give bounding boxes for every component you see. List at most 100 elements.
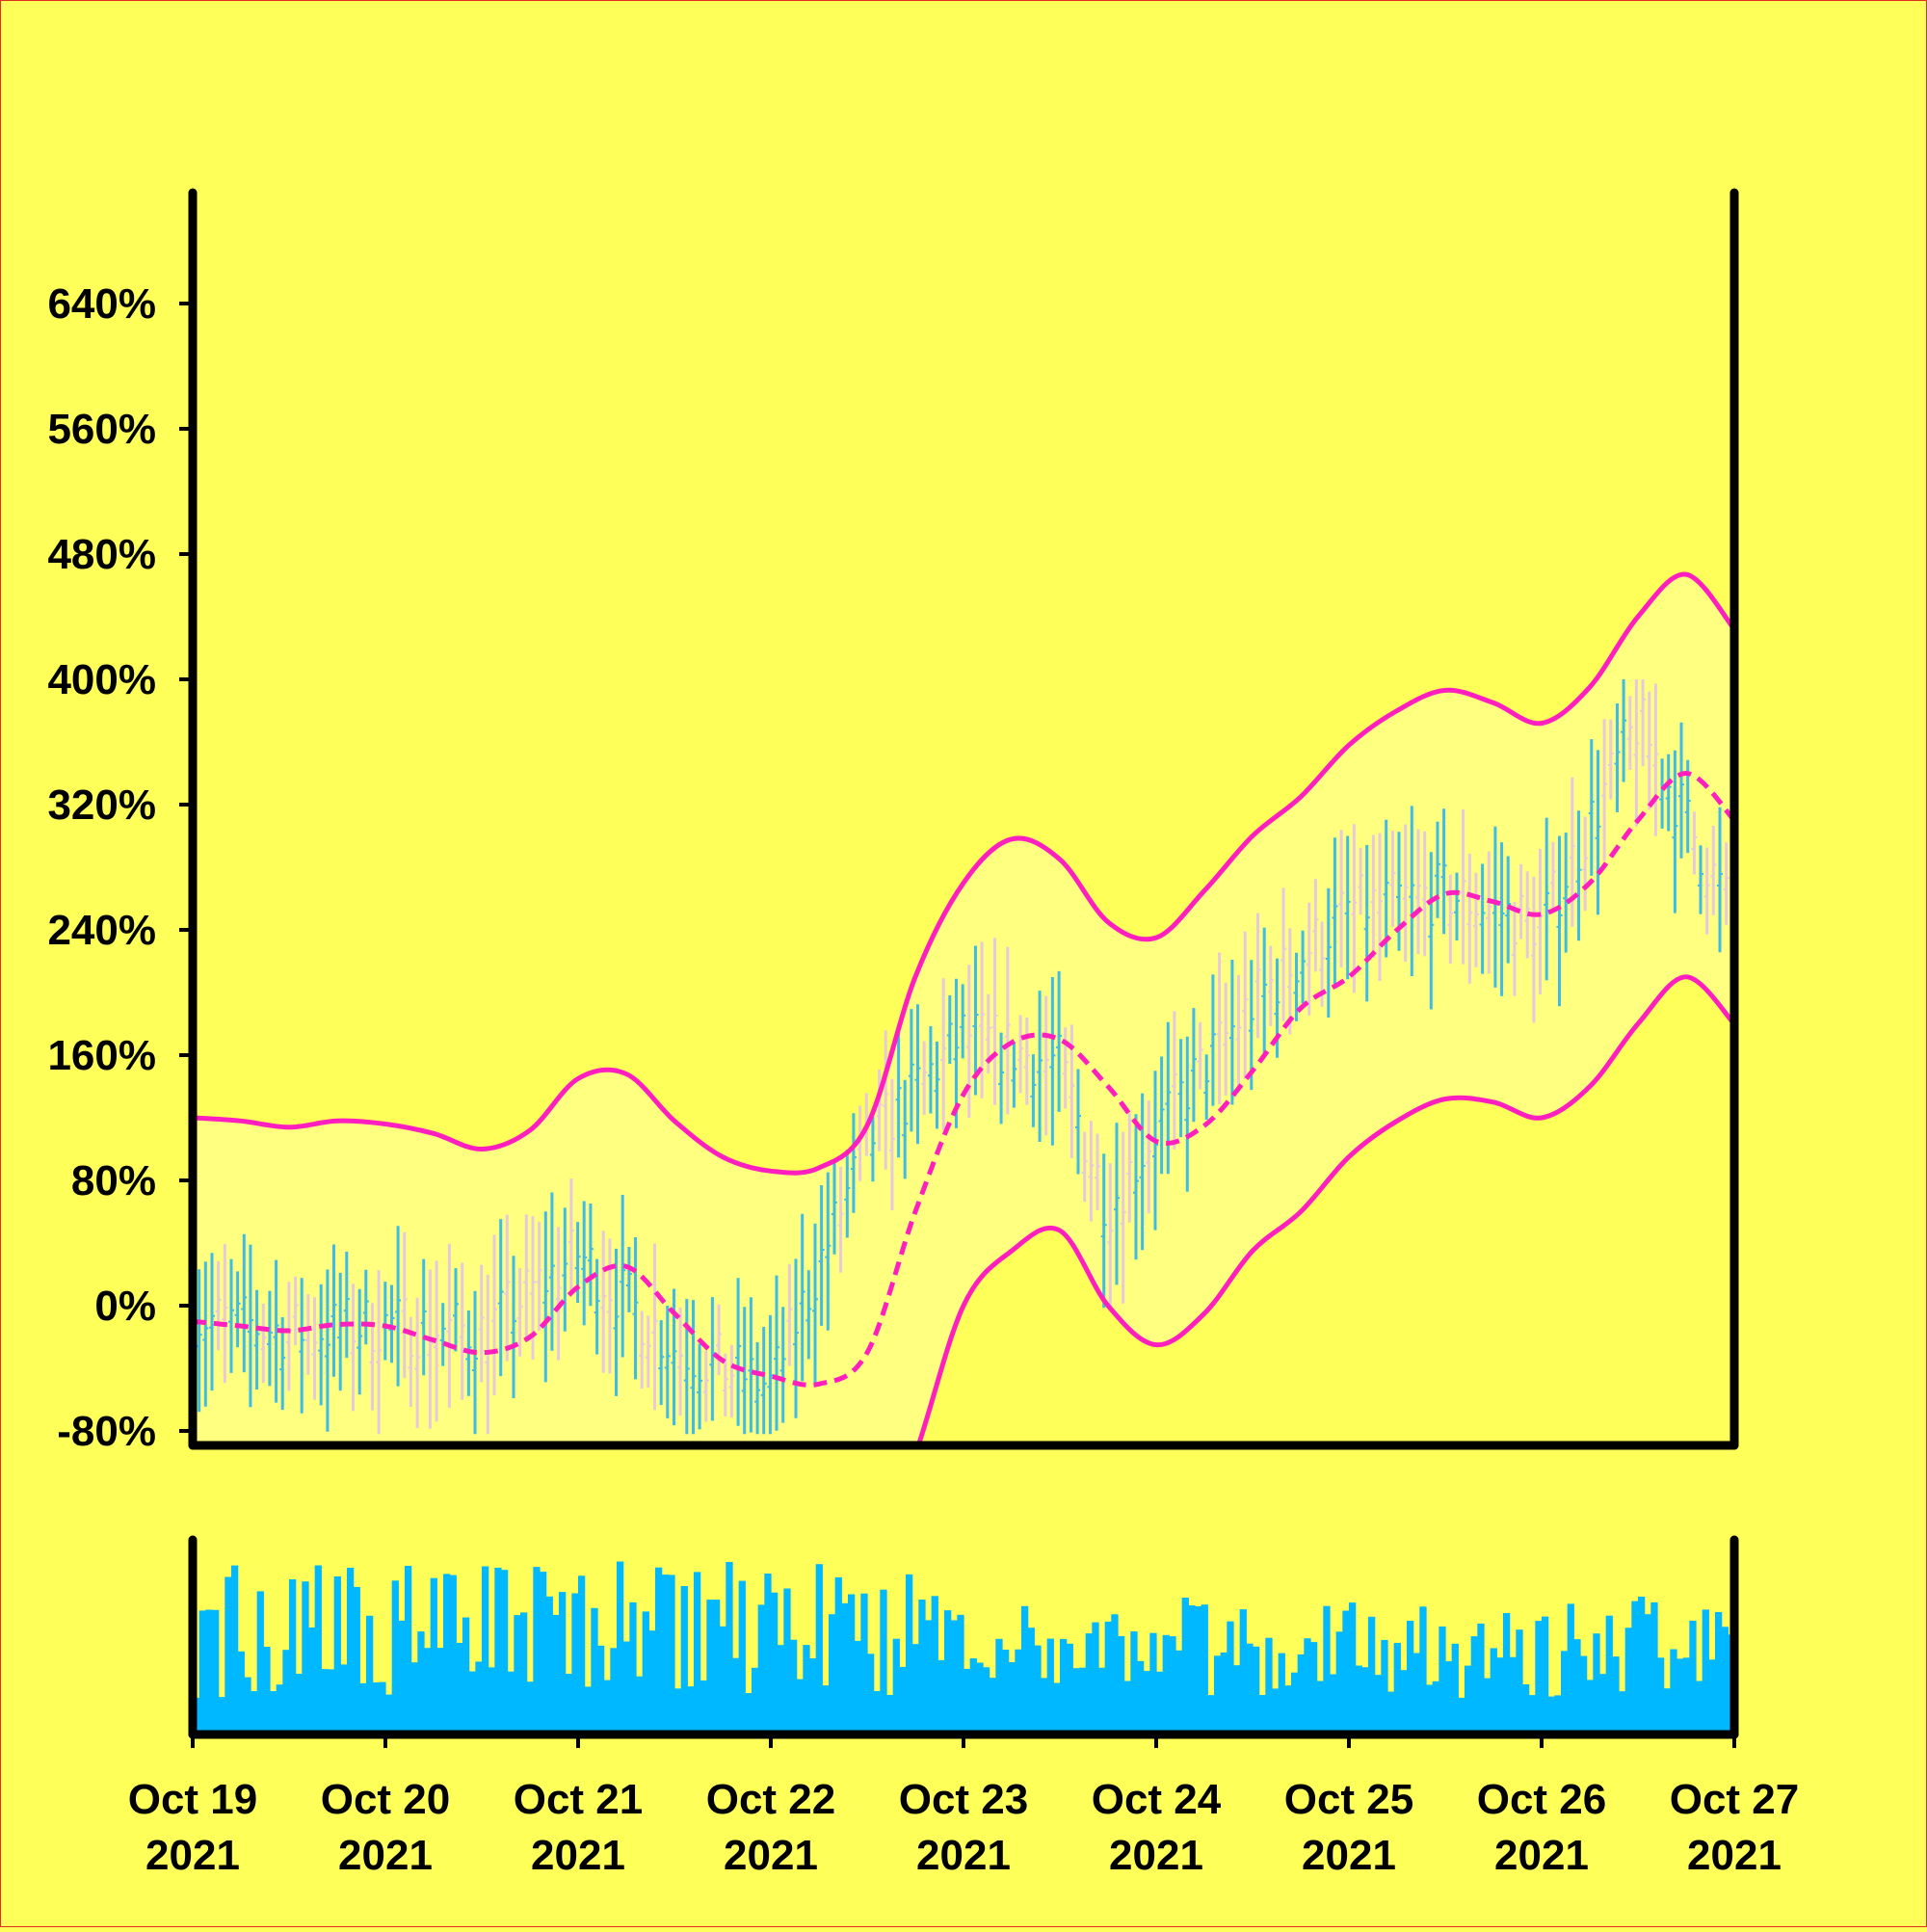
volume-bar (950, 1620, 958, 1734)
volume-bar (918, 1600, 926, 1734)
volume-bar (237, 1651, 245, 1734)
volume-bar (841, 1602, 849, 1734)
volume-bar (449, 1575, 457, 1734)
volume-bar (1098, 1667, 1106, 1734)
volume-bar (809, 1658, 817, 1734)
volume-bar (1676, 1658, 1684, 1734)
volume-bar (803, 1645, 810, 1734)
volume-bar (1567, 1603, 1574, 1734)
volume-bar (1361, 1667, 1369, 1734)
volume-bar (270, 1691, 277, 1734)
volume-bar (713, 1600, 721, 1734)
volume-bar (796, 1679, 804, 1734)
volume-bar (648, 1630, 656, 1734)
volume-bar (205, 1609, 213, 1734)
volume-bar (1123, 1681, 1131, 1734)
volume-bar (937, 1659, 945, 1734)
candles (193, 679, 1729, 1435)
volume-bar (520, 1612, 528, 1734)
volume-bar (1041, 1678, 1048, 1734)
volume-bar (1650, 1601, 1658, 1734)
x-tick-label-date: Oct 26 (1477, 1776, 1607, 1823)
volume-bar (597, 1645, 605, 1734)
volume-bar (379, 1681, 386, 1734)
volume-bar (976, 1662, 984, 1734)
volume-bar (834, 1576, 842, 1734)
volume-bar (1335, 1631, 1343, 1734)
volume-bar (1670, 1649, 1677, 1734)
volume-bar (1580, 1655, 1588, 1734)
volume-bar (1503, 1613, 1511, 1734)
x-tick-label-year: 2021 (145, 1832, 240, 1879)
volume-bar (398, 1620, 406, 1734)
volume-bar (1304, 1638, 1311, 1734)
volume-bar (302, 1581, 309, 1734)
volume-bar (1027, 1628, 1035, 1734)
volume-bar (1246, 1643, 1254, 1734)
volume-bar (436, 1648, 444, 1734)
y-tick-label: -80% (57, 1408, 156, 1455)
x-tick-label-year: 2021 (338, 1832, 433, 1879)
volume-bar (1053, 1682, 1061, 1734)
volume-bar (1291, 1672, 1299, 1734)
volume-bar (1002, 1650, 1010, 1734)
volume-bar (1015, 1649, 1022, 1734)
y-tick-label: 560% (47, 406, 156, 453)
volume-bar (700, 1680, 707, 1734)
volume-bar (366, 1615, 374, 1734)
volume-bar (251, 1691, 258, 1734)
volume-bar (668, 1575, 675, 1734)
volume-bar (1605, 1615, 1613, 1734)
volume-bar (1330, 1674, 1337, 1734)
volume-bar (1008, 1662, 1016, 1734)
volume-bar (1458, 1697, 1465, 1734)
x-tick-label-date: Oct 19 (128, 1776, 258, 1823)
volume-bar (1400, 1670, 1408, 1734)
volume-bar (655, 1567, 663, 1734)
volume-bar (642, 1611, 649, 1734)
volume-bar (1284, 1685, 1292, 1734)
volume-bar (289, 1579, 297, 1734)
y-tick-label: 160% (47, 1032, 156, 1079)
x-tick-label-year: 2021 (1302, 1832, 1396, 1879)
volume-bar (1162, 1634, 1170, 1734)
volume-bar (854, 1640, 861, 1734)
volume-bar (777, 1645, 784, 1734)
volume-bar (1214, 1655, 1222, 1734)
volume-bar (340, 1664, 348, 1734)
volume-bar (468, 1671, 476, 1734)
volume-bar (1239, 1609, 1247, 1734)
volume-bar (1490, 1648, 1497, 1734)
volume-bar (385, 1694, 393, 1734)
volume-bar (1233, 1665, 1241, 1734)
bollinger-middle-line (193, 770, 1734, 1388)
volume-bar (1060, 1638, 1068, 1734)
price-plot-area (193, 571, 1734, 1445)
volume-bar (983, 1667, 990, 1734)
volume-bar (906, 1574, 913, 1734)
volume-bar (1349, 1602, 1357, 1734)
volume-bar (584, 1686, 592, 1734)
volume-bar (1149, 1632, 1157, 1734)
volume-bar (1721, 1627, 1729, 1734)
volume-bar (494, 1568, 502, 1734)
volume-bar (218, 1697, 225, 1734)
volume-bar (1708, 1659, 1716, 1734)
bollinger-upper-line (193, 571, 1734, 1176)
volume-bar (1278, 1653, 1285, 1734)
volume-bar (1412, 1653, 1420, 1734)
volume-bar (321, 1669, 329, 1734)
bollinger-lower-line (915, 974, 1734, 1445)
volume-bar (1419, 1606, 1427, 1734)
volume-bar (617, 1561, 624, 1734)
volume-bar (1118, 1635, 1125, 1734)
y-tick-label: 80% (71, 1157, 156, 1204)
volume-bar (829, 1614, 836, 1734)
volume-bar (1593, 1633, 1600, 1734)
volume-bar (1355, 1665, 1362, 1734)
volume-bar (244, 1677, 251, 1734)
volume-bar (1696, 1681, 1703, 1734)
volume-bar (989, 1678, 996, 1734)
volume-bar (424, 1648, 432, 1734)
